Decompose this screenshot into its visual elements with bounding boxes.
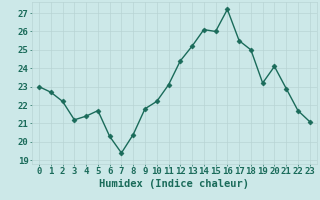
X-axis label: Humidex (Indice chaleur): Humidex (Indice chaleur) [100,179,249,189]
